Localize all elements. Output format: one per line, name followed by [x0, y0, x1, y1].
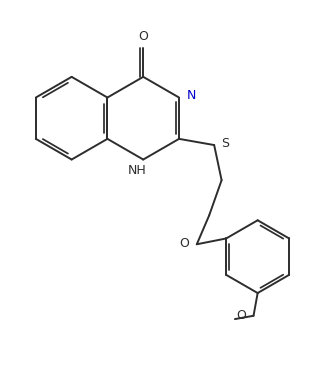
- Text: O: O: [138, 30, 148, 43]
- Text: O: O: [179, 236, 189, 250]
- Text: O: O: [236, 309, 246, 322]
- Text: N: N: [187, 89, 196, 102]
- Text: S: S: [222, 137, 229, 150]
- Text: NH: NH: [128, 164, 146, 178]
